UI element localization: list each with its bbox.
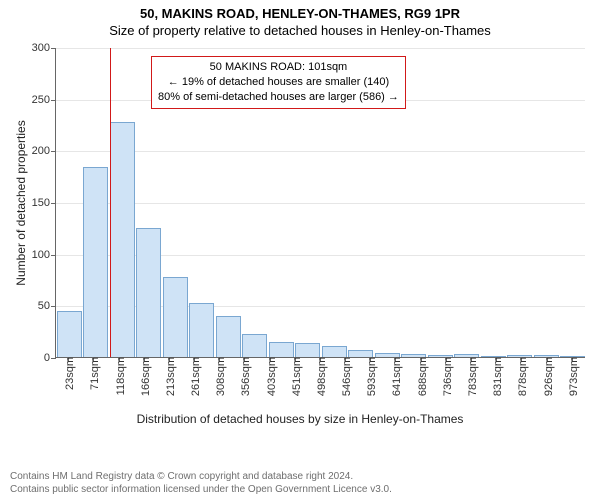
histogram-bar [189,303,214,357]
credits-block: Contains HM Land Registry data © Crown c… [10,470,590,496]
x-tick-label: 593sqm [362,357,378,396]
x-tick-label: 546sqm [337,357,353,396]
histogram-bar [269,342,294,358]
x-tick-label: 973sqm [564,357,580,396]
annotation-box: 50 MAKINS ROAD: 101sqm← 19% of detached … [151,56,406,109]
x-tick-label: 166sqm [136,357,152,396]
x-tick-label: 641sqm [387,357,403,396]
x-tick-label: 308sqm [211,357,227,396]
histogram-bar [83,167,108,357]
y-tick-label: 150 [32,197,56,209]
x-axis-label: Distribution of detached houses by size … [0,412,600,426]
histogram-bar [348,350,373,357]
y-tick-label: 250 [32,94,56,106]
histogram-bar [163,277,188,357]
histogram-bar [57,311,82,358]
marker-line [110,48,111,357]
x-tick-label: 688sqm [413,357,429,396]
x-tick-label: 831sqm [488,357,504,396]
y-gridline [56,203,585,204]
x-tick-label: 261sqm [186,357,202,396]
x-tick-label: 403sqm [262,357,278,396]
y-tick-label: 300 [32,42,56,54]
chart-container: 0 50 100 150 200 250 300 23sqm 71sqm 118sqm 166sqm… [0,40,600,430]
y-tick-label: 0 [44,352,56,364]
x-tick-label: 451sqm [287,357,303,396]
histogram-bar [110,122,135,357]
y-tick-label: 200 [32,145,56,157]
y-tick-label: 50 [38,300,56,312]
histogram-bar [242,334,267,357]
histogram-bar [136,228,161,357]
x-tick-label: 736sqm [438,357,454,396]
plot-area: 05010015020025030023sqm71sqm118sqm166sqm… [55,48,585,358]
y-axis-label: Number of detached properties [14,120,28,285]
x-tick-label: 783sqm [463,357,479,396]
x-tick-label: 356sqm [236,357,252,396]
y-gridline [56,48,585,49]
x-tick-label: 71sqm [85,357,101,390]
y-gridline [56,151,585,152]
x-tick-label: 498sqm [312,357,328,396]
histogram-bar [322,346,347,357]
x-tick-label: 213sqm [161,357,177,396]
annotation-line-2: ← 19% of detached houses are smaller (14… [158,75,399,90]
x-tick-label: 118sqm [111,357,127,395]
histogram-bar [216,316,241,357]
credits-line-2: Contains public sector information licen… [10,483,590,496]
x-tick-label: 23sqm [60,357,76,390]
chart-title-main: 50, MAKINS ROAD, HENLEY-ON-THAMES, RG9 1… [0,0,600,21]
y-tick-label: 100 [32,249,56,261]
chart-title-sub: Size of property relative to detached ho… [0,21,600,38]
annotation-line-1: 50 MAKINS ROAD: 101sqm [158,60,399,75]
credits-line-1: Contains HM Land Registry data © Crown c… [10,470,590,483]
annotation-line-3: 80% of semi-detached houses are larger (… [158,90,399,105]
x-tick-label: 878sqm [513,357,529,396]
x-tick-label: 926sqm [539,357,555,396]
histogram-bar [295,343,320,357]
